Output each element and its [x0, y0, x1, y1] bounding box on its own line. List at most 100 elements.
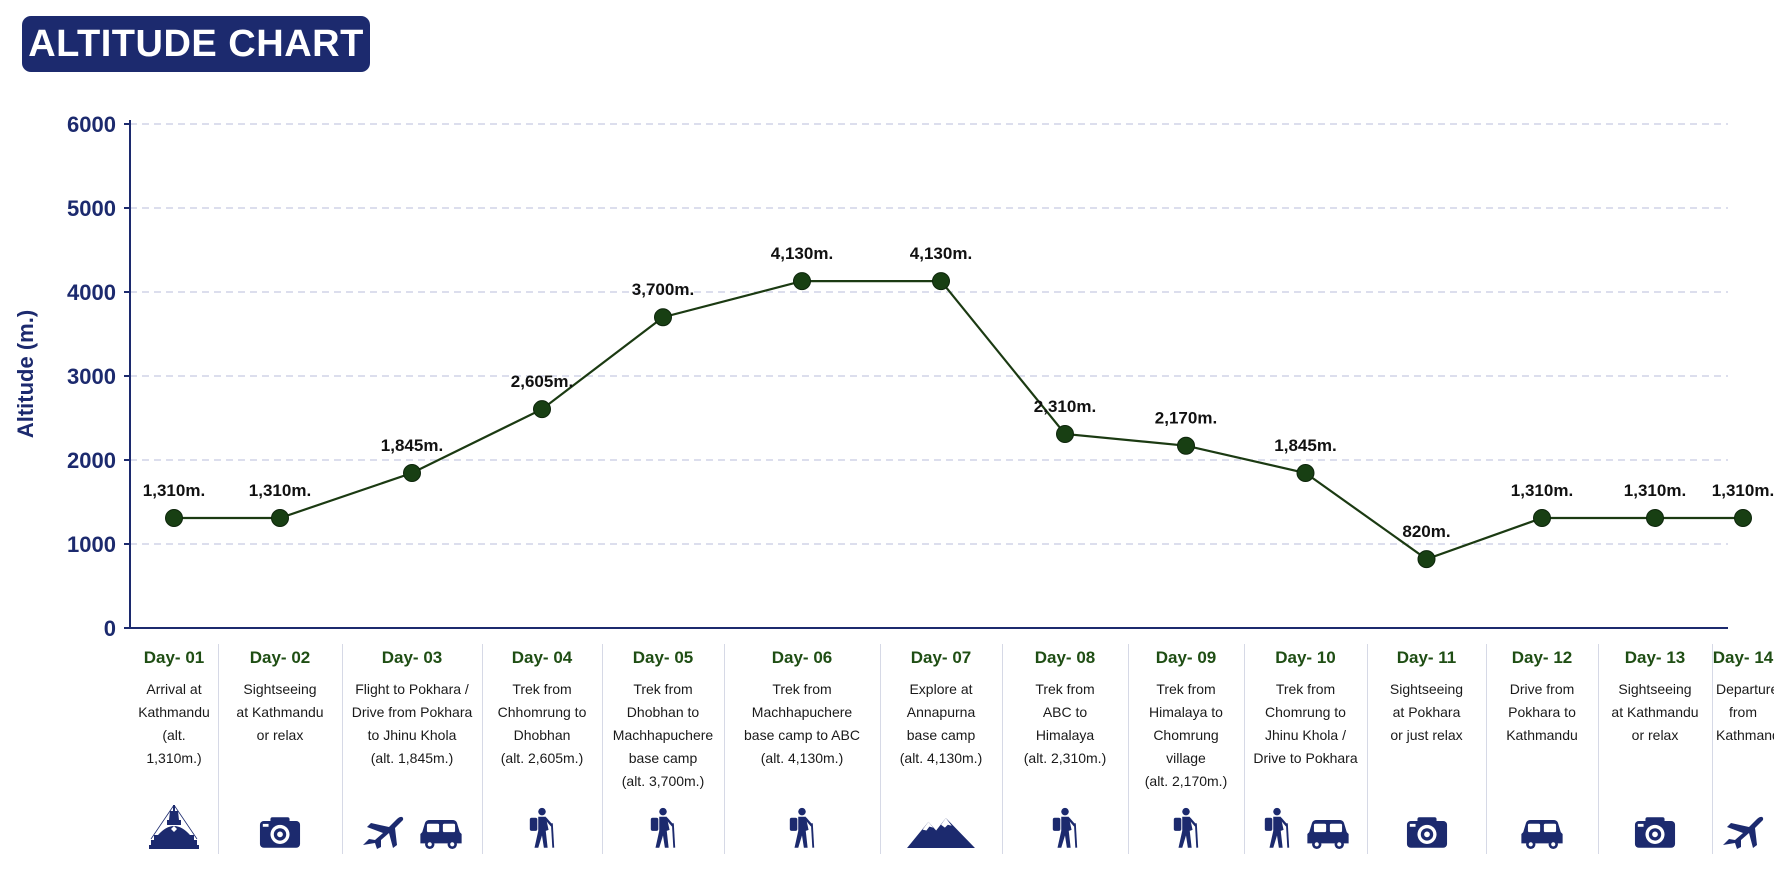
column-divider	[1367, 644, 1368, 854]
data-labels: 1,310m. 1,310m. 1,845m. 2,605m. 3,700m. 4,130…	[143, 244, 1774, 541]
data-points	[165, 272, 1752, 569]
y-tick-label: 0	[104, 616, 116, 636]
airplane-icon	[361, 813, 405, 854]
day-icons	[1712, 808, 1774, 854]
day-description-line: Annapurna	[906, 704, 976, 720]
day-description-line: Drive to Pokhara	[1253, 750, 1358, 766]
day-description-line: (alt. 1,310m.)	[146, 727, 202, 766]
day-description-line: (alt. 4,130m.)	[899, 750, 983, 766]
day-description-line: Kathmandu	[1716, 727, 1774, 743]
day-description-line: (alt. 3,700m.)	[621, 773, 705, 789]
data-label: 1,845m.	[381, 436, 443, 455]
day-description-line: base camp	[906, 727, 976, 743]
data-point	[1296, 464, 1315, 483]
day-description: Departure from Kathmandu	[1712, 678, 1774, 747]
data-label: 4,130m.	[771, 244, 833, 263]
day-column: Day- 03 Flight to Pokhara / Drive from Pok…	[342, 636, 482, 854]
day-label: Day- 14	[1712, 648, 1774, 667]
column-divider	[482, 644, 483, 854]
day-column: Day- 10 Trek from Chomrung to Jhinu Khola /…	[1244, 636, 1367, 854]
data-label: 2,170m.	[1155, 409, 1217, 428]
day-description-line: Jhinu Khola /	[1265, 727, 1346, 743]
day-description-line: Chhomrung to	[497, 704, 587, 720]
day-label: Day- 02	[249, 648, 311, 667]
day-description-line: Kathmandu	[1506, 727, 1578, 743]
data-label: 1,845m.	[1274, 436, 1336, 455]
day-label: Day- 06	[771, 648, 833, 667]
data-label: 4,130m.	[910, 244, 972, 263]
column-divider	[1244, 644, 1245, 854]
day-description: Sightseeing at Kathmandu or relax	[218, 678, 342, 747]
y-tick-label: 1000	[67, 532, 116, 557]
day-description-line: Drive from Pokhara	[351, 704, 473, 720]
day-icons	[342, 808, 482, 854]
day-description: Trek from Dhobhan to Machhapuchere base cam…	[602, 678, 724, 793]
day-description: Trek from Machhapuchere base camp to ABC (a…	[724, 678, 880, 770]
day-description-line: ABC to	[1042, 704, 1088, 720]
column-divider	[1128, 644, 1129, 854]
data-label: 3,700m.	[632, 280, 694, 299]
day-label: Day- 03	[381, 648, 443, 667]
day-icons	[482, 807, 602, 854]
day-column: Day- 06 Trek from Machhapuchere base camp t…	[724, 636, 880, 854]
day-description-line: Trek from	[1156, 681, 1216, 697]
column-divider	[342, 644, 343, 854]
day-column: Day- 09 Trek from Himalaya to Chomrung villa…	[1128, 636, 1244, 854]
day-description-line: base camp to ABC	[744, 727, 860, 743]
column-divider	[1486, 644, 1487, 854]
day-description: Arrival at Kathmandu (alt. 1,310m.)	[130, 678, 218, 770]
day-description-line: at Kathmandu	[236, 704, 324, 720]
day-description-line: Flight to Pokhara /	[355, 681, 469, 697]
column-divider	[880, 644, 881, 854]
day-label: Day- 01	[143, 648, 205, 667]
day-column: Day- 12 Drive from Pokhara to Kathmandu	[1486, 636, 1598, 854]
day-description-line: Machhapuchere	[751, 704, 853, 720]
day-description: Trek from Chomrung to Jhinu Khola / Drive t…	[1244, 678, 1367, 770]
column-divider	[724, 644, 725, 854]
y-tick-label: 5000	[67, 196, 116, 221]
day-description-line: Pokhara to	[1508, 704, 1576, 720]
data-point	[654, 308, 672, 327]
day-label: Day- 05	[632, 648, 694, 667]
day-description-line: (alt. 2,605m.)	[500, 750, 584, 766]
column-divider	[1598, 644, 1599, 854]
day-icons	[130, 804, 218, 854]
column-divider	[1002, 644, 1003, 854]
camera-icon	[259, 816, 301, 854]
data-label: 1,310m.	[1624, 481, 1686, 500]
day-icons	[1244, 807, 1367, 854]
day-description-line: Chomrung	[1153, 727, 1219, 743]
day-description: Trek from ABC to Himalaya (alt. 2,310m.)	[1002, 678, 1128, 770]
hiker-icon	[1262, 807, 1292, 854]
day-description: Sightseeing at Pokhara or just relax	[1367, 678, 1486, 747]
y-axis-label: Altitude (m.)	[13, 310, 38, 438]
day-description-line: from	[1729, 704, 1757, 720]
day-description: Trek from Chhomrung to Dhobhan (alt. 2,605m…	[482, 678, 602, 770]
day-description-line: Kathmandu	[138, 704, 210, 720]
day-description: Sightseeing at Kathmandu or relax	[1598, 678, 1712, 747]
data-point	[271, 508, 289, 527]
day-column: Day- 04 Trek from Chhomrung to Dhobhan (alt.…	[482, 636, 602, 854]
day-description-line: Explore at	[909, 681, 973, 697]
day-description-line: (alt. 2,310m.)	[1023, 750, 1107, 766]
day-description: Drive from Pokhara to Kathmandu	[1486, 678, 1598, 747]
day-description-line: Trek from	[1275, 681, 1336, 697]
day-description-line: Dhobhan	[513, 727, 571, 743]
day-description-line: Drive from	[1509, 681, 1575, 697]
y-axis-ticks: 0 1000 2000 3000 4000 5000 6000	[67, 112, 130, 636]
day-description-line: Himalaya to	[1149, 704, 1223, 720]
altitude-series-line	[174, 280, 1743, 561]
data-point	[1646, 508, 1664, 527]
data-point	[1056, 424, 1074, 443]
data-label: 1,310m.	[1511, 481, 1573, 500]
data-point	[793, 272, 811, 291]
data-point	[165, 508, 183, 527]
day-description-line: Sightseeing	[243, 681, 317, 697]
car-icon	[1520, 819, 1564, 854]
data-point	[1177, 436, 1195, 455]
day-description-line: or relax	[256, 727, 304, 743]
day-column: Day- 13 Sightseeing at Kathmandu or relax	[1598, 636, 1712, 854]
day-label: Day- 12	[1511, 648, 1573, 667]
day-icons	[880, 808, 1002, 854]
data-point	[1533, 508, 1551, 527]
